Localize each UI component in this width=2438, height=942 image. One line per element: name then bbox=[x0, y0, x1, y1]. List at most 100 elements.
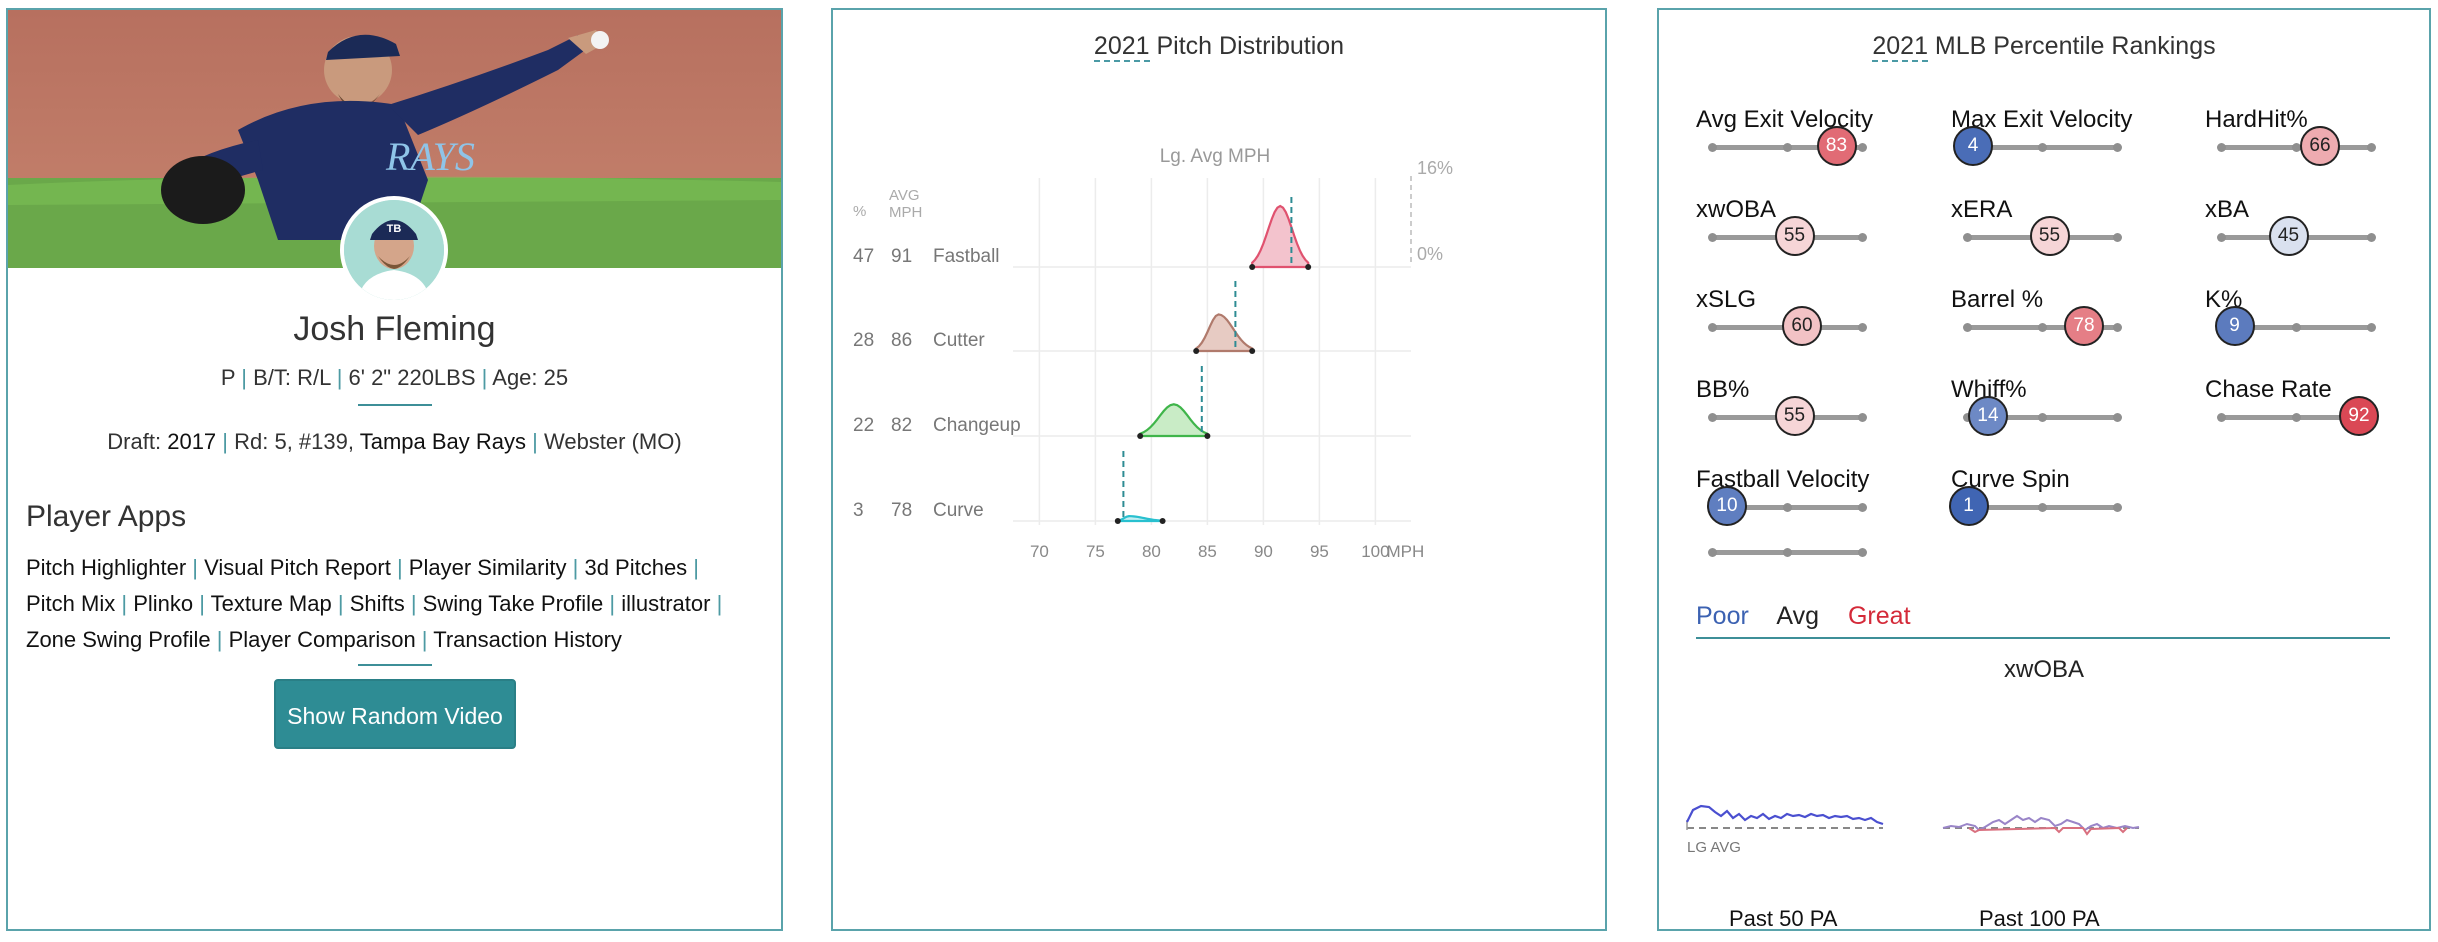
percentile-dot[interactable]: 66 bbox=[2300, 126, 2340, 166]
metric-k-[interactable]: K% 9 bbox=[2205, 286, 2429, 366]
player-name: Josh Fleming bbox=[293, 310, 496, 348]
app-link-illustrator[interactable]: illustrator bbox=[621, 591, 711, 616]
pitch-name: Fastball bbox=[933, 246, 1000, 267]
track-tick bbox=[1708, 323, 1717, 332]
percentile-track: 4 bbox=[1953, 126, 2122, 166]
percentile-dot[interactable]: 14 bbox=[1968, 396, 2008, 436]
percentile-dot[interactable]: 60 bbox=[1782, 306, 1822, 346]
percentile-dot[interactable]: 10 bbox=[1707, 486, 1747, 526]
player-apps-title: Player Apps bbox=[26, 500, 187, 533]
metric-label: Chase Rate bbox=[2205, 376, 2332, 403]
metric-label: xERA bbox=[1951, 196, 2013, 223]
percentile-dot[interactable]: 1 bbox=[1948, 486, 1989, 526]
track-tick bbox=[2292, 323, 2301, 332]
pitch-pct: 28 bbox=[853, 330, 874, 351]
pitch-density-curve bbox=[1116, 515, 1164, 523]
age: Age: 25 bbox=[492, 365, 569, 390]
divider bbox=[358, 404, 432, 406]
app-link-swing-take-profile[interactable]: Swing Take Profile bbox=[422, 591, 604, 616]
track-tick bbox=[1858, 503, 1867, 512]
percentile-dot[interactable]: 9 bbox=[2214, 306, 2255, 346]
track-tick bbox=[1858, 143, 1867, 152]
svg-text:TB: TB bbox=[387, 223, 402, 235]
legend-poor: Poor bbox=[1696, 602, 1749, 630]
scale-max-label: 16% bbox=[1417, 158, 1453, 178]
metric-chase-rate[interactable]: Chase Rate 92 bbox=[2205, 376, 2429, 456]
percentile-dot[interactable]: 55 bbox=[1774, 216, 1815, 256]
percentile-legend: Poor Avg Great bbox=[1696, 602, 1933, 631]
range-max-dot bbox=[1159, 518, 1166, 524]
year-selector[interactable]: 2021 bbox=[1093, 32, 1150, 62]
track-tick bbox=[2113, 233, 2122, 242]
metric-whiff-[interactable]: Whiff% 14 bbox=[1951, 376, 2191, 456]
track-tick bbox=[2038, 413, 2047, 422]
pitch-avg-mph: 82 bbox=[891, 415, 912, 436]
app-link-zone-swing-profile[interactable]: Zone Swing Profile bbox=[26, 627, 211, 652]
track-tick bbox=[1858, 413, 1867, 422]
track-tick bbox=[2113, 143, 2122, 152]
percentile-dot[interactable]: 78 bbox=[2064, 306, 2104, 346]
track-tick bbox=[1963, 413, 1972, 422]
metric-max-exit-velocity[interactable]: Max Exit Velocity 4 bbox=[1951, 106, 2191, 186]
pitch-name: Changeup bbox=[933, 415, 1021, 436]
app-link-texture-map[interactable]: Texture Map bbox=[210, 591, 332, 616]
percentile-dot[interactable]: 55 bbox=[1774, 396, 1815, 436]
legend-avg: Avg bbox=[1776, 602, 1820, 630]
app-link-3d-pitches[interactable]: 3d Pitches bbox=[584, 555, 688, 580]
svg-text:RAYS: RAYS bbox=[385, 134, 475, 179]
percentile-track: 55 bbox=[1708, 396, 1867, 436]
percentile-dot[interactable]: 92 bbox=[2339, 396, 2379, 436]
app-link-pitch-mix[interactable]: Pitch Mix bbox=[26, 591, 116, 616]
app-link-player-comparison[interactable]: Player Comparison bbox=[228, 627, 416, 652]
app-link-visual-pitch-report[interactable]: Visual Pitch Report bbox=[204, 555, 391, 580]
height-weight: 6' 2" 220LBS bbox=[348, 365, 476, 390]
draft-team: Tampa Bay Rays bbox=[359, 429, 527, 454]
year-selector[interactable]: 2021 bbox=[1872, 32, 1928, 62]
range-min-dot bbox=[1249, 264, 1256, 270]
metric-barrel-[interactable]: Barrel % 78 bbox=[1951, 286, 2191, 366]
track-tick bbox=[2217, 143, 2226, 152]
pitch-avg-mph: 91 bbox=[891, 246, 912, 267]
bats-throws: B/T: R/L bbox=[253, 365, 331, 390]
pitch-distribution-panel: 2021 Pitch Distribution % AVG MPH Lg. Avg M… bbox=[831, 8, 1607, 931]
percentile-dot[interactable]: 45 bbox=[2268, 216, 2309, 256]
x-tick-label: 100 bbox=[1361, 542, 1389, 561]
sparkline-past-50: LG AVG bbox=[1686, 804, 1884, 856]
track-tick bbox=[2367, 323, 2376, 332]
pitch-avg-mph: 86 bbox=[891, 330, 912, 351]
percentile-dot[interactable]: 83 bbox=[1816, 126, 1857, 166]
pct-header: % bbox=[853, 203, 866, 220]
metric-fastball-velocity[interactable]: Fastball Velocity 10 bbox=[1696, 466, 1936, 546]
metric-xera[interactable]: xERA 55 bbox=[1951, 196, 2191, 276]
percentile-dot[interactable]: 55 bbox=[2029, 216, 2070, 256]
show-random-video-button[interactable]: Show Random Video bbox=[274, 679, 516, 749]
percentile-dot[interactable]: 4 bbox=[1953, 126, 1993, 166]
track-tick bbox=[2367, 143, 2376, 152]
metric-label: BB% bbox=[1696, 376, 1750, 403]
track-tick bbox=[1963, 323, 1972, 332]
metric-bb-[interactable]: BB% 55 bbox=[1696, 376, 1936, 456]
app-link-plinko[interactable]: Plinko bbox=[133, 591, 194, 616]
app-link-player-similarity[interactable]: Player Similarity bbox=[408, 555, 567, 580]
percentile-track: 60 bbox=[1708, 306, 1867, 346]
track-tick bbox=[2113, 323, 2122, 332]
x-tick-label: 75 bbox=[1086, 542, 1105, 561]
pitch-pct: 22 bbox=[853, 415, 874, 436]
metric-xba[interactable]: xBA 45 bbox=[2205, 196, 2429, 276]
metric-avg-exit-velocity[interactable]: Avg Exit Velocity 83 bbox=[1696, 106, 1936, 186]
legend-track bbox=[1708, 548, 1867, 557]
app-link-shifts[interactable]: Shifts bbox=[349, 591, 405, 616]
draft-year: 2017 bbox=[167, 429, 217, 454]
metric-xwoba[interactable]: xwOBA 55 bbox=[1696, 196, 1936, 276]
metric-hardhit-[interactable]: HardHit% 66 bbox=[2205, 106, 2429, 186]
x-tick-label: 95 bbox=[1310, 542, 1329, 561]
percentile-track: 66 bbox=[2217, 126, 2376, 166]
metric-curve-spin[interactable]: Curve Spin 1 bbox=[1948, 466, 2191, 546]
app-link-pitch-highlighter[interactable]: Pitch Highlighter bbox=[26, 555, 187, 580]
track-tick bbox=[1708, 413, 1717, 422]
metric-xslg[interactable]: xSLG 60 bbox=[1696, 286, 1936, 366]
percentile-rankings-title: 2021 MLB Percentile Rankings bbox=[1872, 32, 2216, 62]
percentile-track: 83 bbox=[1708, 126, 1867, 166]
app-link-transaction-history[interactable]: Transaction History bbox=[433, 627, 622, 652]
